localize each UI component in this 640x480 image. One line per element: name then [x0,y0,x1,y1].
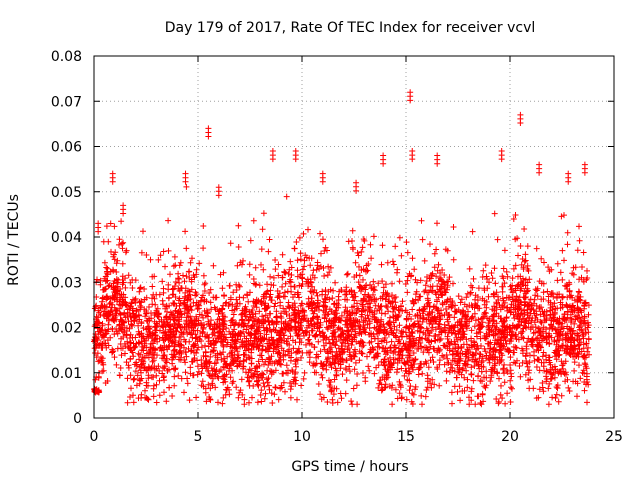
outlier-point [407,97,414,104]
outlier-point [182,178,189,185]
outlier-point [353,187,360,194]
outlier-point [536,169,543,176]
y-tick-labels: 0 0.01 0.02 0.03 0.04 0.05 0.06 0.07 0.08 [51,49,82,427]
outlier-point [517,119,524,126]
data-points [91,89,592,408]
y-tick-label: 0.05 [51,185,82,201]
outlier-point [380,160,387,167]
x-tick-label: 5 [194,429,203,445]
y-tick-label: 0 [73,411,82,427]
y-tick-label: 0.02 [51,321,82,337]
outlier-point [109,178,116,185]
y-axis-label: ROTI / TECUs [6,194,22,286]
outlier-point [434,160,441,167]
y-tick-label: 0.03 [51,275,82,291]
outlier-point [292,156,299,163]
chart-title: Day 179 of 2017, Rate Of TEC Index for r… [165,20,536,36]
x-tick-label: 0 [90,429,99,445]
outlier-point [215,192,222,199]
y-tick-label: 0.08 [51,49,82,65]
y-tick-label: 0.01 [51,366,82,382]
y-tick-label: 0.04 [51,230,82,246]
outlier-point [120,210,127,217]
y-tick-label: 0.06 [51,140,82,156]
x-tick-label: 25 [605,429,623,445]
x-tick-labels: 0 5 10 15 20 25 [90,429,623,445]
x-axis-label: GPS time / hours [291,459,408,475]
axis-ticks [93,55,615,419]
x-tick-label: 20 [501,429,519,445]
outlier-point [205,133,212,140]
outlier-point [498,156,505,163]
x-tick-label: 10 [293,429,311,445]
outlier-point [269,156,276,163]
outlier-point [565,178,572,185]
y-tick-label: 0.07 [51,94,82,110]
outlier-point [409,156,416,163]
x-tick-label: 15 [397,429,415,445]
roti-point-cloud [91,183,592,408]
outlier-point [581,169,588,176]
outlier-point [319,178,326,185]
outlier-point [95,228,102,235]
